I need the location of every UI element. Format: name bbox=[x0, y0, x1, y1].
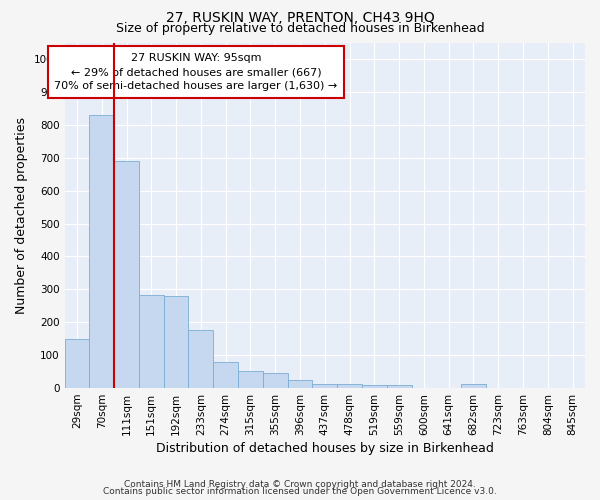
Bar bbox=[362, 385, 387, 388]
Bar bbox=[263, 374, 287, 388]
Bar bbox=[238, 370, 263, 388]
Bar bbox=[89, 115, 114, 388]
Bar bbox=[65, 338, 89, 388]
Bar bbox=[313, 384, 337, 388]
Bar bbox=[139, 295, 164, 388]
Bar bbox=[114, 161, 139, 388]
Text: Size of property relative to detached houses in Birkenhead: Size of property relative to detached ho… bbox=[116, 22, 484, 35]
Bar bbox=[164, 296, 188, 388]
X-axis label: Distribution of detached houses by size in Birkenhead: Distribution of detached houses by size … bbox=[156, 442, 494, 455]
Bar bbox=[188, 330, 213, 388]
Text: 27 RUSKIN WAY: 95sqm
← 29% of detached houses are smaller (667)
70% of semi-deta: 27 RUSKIN WAY: 95sqm ← 29% of detached h… bbox=[54, 53, 338, 91]
Bar bbox=[337, 384, 362, 388]
Bar bbox=[387, 385, 412, 388]
Text: 27, RUSKIN WAY, PRENTON, CH43 9HQ: 27, RUSKIN WAY, PRENTON, CH43 9HQ bbox=[166, 11, 434, 25]
Text: Contains HM Land Registry data © Crown copyright and database right 2024.: Contains HM Land Registry data © Crown c… bbox=[124, 480, 476, 489]
Bar bbox=[287, 380, 313, 388]
Y-axis label: Number of detached properties: Number of detached properties bbox=[15, 117, 28, 314]
Bar bbox=[213, 362, 238, 388]
Text: Contains public sector information licensed under the Open Government Licence v3: Contains public sector information licen… bbox=[103, 487, 497, 496]
Bar bbox=[461, 384, 486, 388]
